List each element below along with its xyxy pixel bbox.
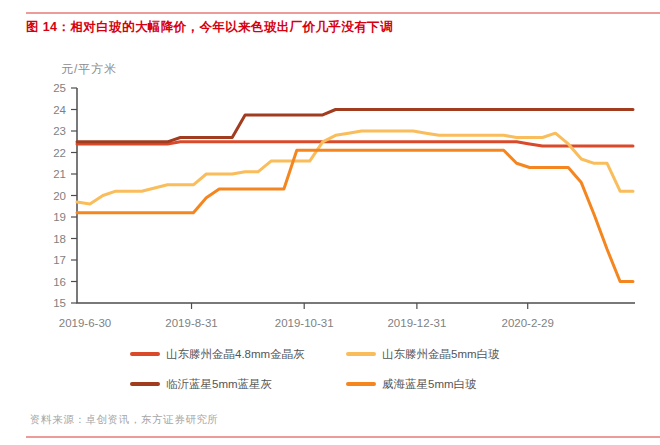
y-tick-label: 25 xyxy=(53,82,66,94)
x-tick-label: 2019-6-30 xyxy=(59,317,111,329)
y-tick-label: 24 xyxy=(53,104,66,116)
legend-row-1: 山东滕州金晶4.8mm金晶灰 山东滕州金晶5mm白玻 xyxy=(130,347,500,361)
legend-label: 临沂蓝星5mm蓝星灰 xyxy=(166,377,272,392)
legend-swatch-orange xyxy=(346,382,376,386)
legend-label: 山东滕州金晶4.8mm金晶灰 xyxy=(166,347,305,362)
bottom-rule xyxy=(26,436,660,438)
legend-item-jinjing-5mm-white: 山东滕州金晶5mm白玻 xyxy=(346,347,500,362)
legend-swatch-yellow xyxy=(346,352,376,356)
source-note: 资料来源：卓创资讯，东方证券研究所 xyxy=(30,413,219,427)
axes xyxy=(77,88,635,303)
x-tick-label: 2019-8-31 xyxy=(165,317,217,329)
legend-row-2: 临沂蓝星5mm蓝星灰 威海蓝星5mm白玻 xyxy=(130,377,500,391)
y-tick-label: 17 xyxy=(53,254,66,266)
y-tick-label: 15 xyxy=(53,297,66,309)
legend-item-weihai-5mm-white: 威海蓝星5mm白玻 xyxy=(346,377,477,392)
y-tick-label: 22 xyxy=(53,147,66,159)
x-tick-label: 2020-2-29 xyxy=(501,317,553,329)
y-tick-label: 18 xyxy=(53,233,66,245)
x-tick-label: 2019-10-31 xyxy=(275,317,334,329)
legend-label: 山东滕州金晶5mm白玻 xyxy=(382,347,500,362)
legend-swatch-darkred xyxy=(130,382,160,386)
legend-item-linyi-5mm-gray: 临沂蓝星5mm蓝星灰 xyxy=(130,377,346,392)
legend-item-jinjing-4-8mm-gray: 山东滕州金晶4.8mm金晶灰 xyxy=(130,347,346,362)
chart-legend: 山东滕州金晶4.8mm金晶灰 山东滕州金晶5mm白玻 临沂蓝星5mm蓝星灰 威海… xyxy=(130,347,500,407)
y-tick-label: 21 xyxy=(53,168,66,180)
y-tick-label: 23 xyxy=(53,125,66,137)
y-tick-label: 16 xyxy=(53,276,66,288)
series-line-2 xyxy=(77,110,633,142)
y-tick-label: 19 xyxy=(53,211,66,223)
legend-label: 威海蓝星5mm白玻 xyxy=(382,377,477,392)
legend-swatch-red xyxy=(130,352,160,356)
y-tick-label: 20 xyxy=(53,190,66,202)
x-tick-label: 2019-12-31 xyxy=(387,317,446,329)
series-line-3 xyxy=(77,150,633,281)
